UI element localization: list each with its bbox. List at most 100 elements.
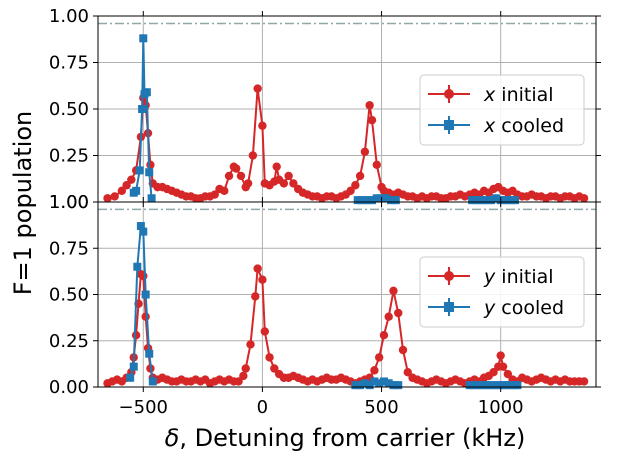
legend-marker-circle <box>444 89 454 99</box>
y-cooled-point <box>148 377 157 386</box>
y-tick-label: 1.00 <box>49 192 89 213</box>
x-initial-point <box>110 192 119 201</box>
x-initial-point <box>236 171 246 181</box>
y-tick-label: 0.75 <box>49 53 89 74</box>
legend-label-var: y <box>483 297 496 319</box>
x-initial-point <box>243 179 253 188</box>
series-layer <box>103 34 589 390</box>
legend-label: y cooled <box>483 297 564 319</box>
x-cooled-point <box>472 196 481 205</box>
y-cooled-point <box>356 381 365 390</box>
x-initial-point <box>210 190 219 199</box>
legend-label-var: x <box>483 115 496 137</box>
y-cooled-point <box>351 381 360 390</box>
y-cooled-point <box>470 381 479 390</box>
x-cooled-point <box>358 196 367 205</box>
y-cooled-point <box>489 381 498 390</box>
y-cooled-point <box>499 381 508 390</box>
y-initial-point <box>498 362 508 371</box>
x-cooled-point <box>135 166 144 175</box>
x-initial-point <box>360 147 370 156</box>
legend-marker-square <box>444 302 454 312</box>
y-initial-point <box>379 331 389 340</box>
y-cooled-point <box>379 377 388 386</box>
y-tick-label: 1.00 <box>49 192 89 213</box>
x-cooled-point <box>477 196 486 205</box>
x-initial-point <box>365 101 374 110</box>
y-cooled-point <box>375 379 384 388</box>
y-cooled-point <box>508 381 517 390</box>
y-initial-point <box>389 286 398 295</box>
y-tick-label: 0.25 <box>49 146 89 167</box>
x-initial-point <box>122 181 131 190</box>
y-initial-point <box>374 353 384 362</box>
y-axis-title: F=1 population <box>9 111 37 296</box>
legend-label-text: initial <box>495 84 553 106</box>
legend-x <box>419 74 585 146</box>
legend-label-var: x <box>483 84 496 106</box>
y-cooled-point <box>360 379 369 388</box>
y-initial-point <box>394 308 403 318</box>
y-cooled-point <box>145 349 154 358</box>
legend-label-text: cooled <box>495 115 564 137</box>
x-axis-title-text: , Detuning from carrier (kHz) <box>179 424 525 452</box>
axes-frames <box>97 15 597 388</box>
y-initial-point <box>234 377 243 386</box>
x-initial-point <box>220 186 229 196</box>
x-cooled-point <box>139 34 148 43</box>
x-initial-point <box>253 84 262 93</box>
legend-label-text: cooled <box>495 297 564 319</box>
x-tick-label: −500 <box>119 397 168 418</box>
y-initial-point <box>384 312 393 321</box>
y-initial-point <box>251 292 260 301</box>
x-tick-label: 1000 <box>478 397 524 418</box>
y-initial-point <box>141 312 150 321</box>
legend-label: x cooled <box>483 115 564 137</box>
y-initial-point <box>241 364 250 373</box>
y-tick-label: 0.50 <box>49 99 89 120</box>
x-cooled-point <box>145 168 154 177</box>
x-initial-point <box>579 194 589 203</box>
x-cooled-point <box>382 194 391 203</box>
y-initial-point <box>253 264 262 273</box>
x-cooled-point <box>147 194 156 203</box>
x-initial-point <box>103 194 112 203</box>
y-cooled-point <box>384 379 393 388</box>
y-cooled-point <box>141 290 150 299</box>
x-cooled-point <box>482 196 491 205</box>
y-initial-point <box>496 351 505 360</box>
x-initial-point <box>232 164 241 173</box>
y-initial-point <box>131 331 141 340</box>
legend-marker-circle <box>444 271 454 281</box>
y-initial-point <box>270 364 279 373</box>
y-cooled-point <box>136 222 145 231</box>
y-cooled-point <box>513 381 522 390</box>
y-cooled-point <box>129 362 138 371</box>
y-initial-point <box>398 345 408 355</box>
y-cooled-point <box>494 381 503 390</box>
x-cooled-point <box>506 196 515 205</box>
legend-label: y initial <box>483 266 554 288</box>
y-tick-label: 0.50 <box>49 285 89 306</box>
y-initial-point <box>139 271 148 281</box>
y-cooled-point <box>475 381 484 390</box>
x-initial-point <box>279 179 289 188</box>
y-cooled-point <box>139 227 148 236</box>
x-cooled-point <box>138 105 147 113</box>
x-cooled-point <box>501 196 510 205</box>
y-initial-point <box>579 377 589 386</box>
y-cooled-point <box>394 381 403 390</box>
y-initial-point <box>489 368 498 377</box>
legend-marker-square <box>444 120 454 130</box>
x-cooled-point <box>391 196 400 205</box>
x-initial-point <box>258 121 267 130</box>
y-cooled-point <box>370 377 379 386</box>
x-initial-point <box>272 162 281 171</box>
x-cooled-point <box>372 194 381 203</box>
legend-label: x initial <box>483 84 554 106</box>
x-initial-point <box>289 179 298 188</box>
x-initial-point <box>372 160 381 169</box>
tick-marks <box>93 11 601 392</box>
